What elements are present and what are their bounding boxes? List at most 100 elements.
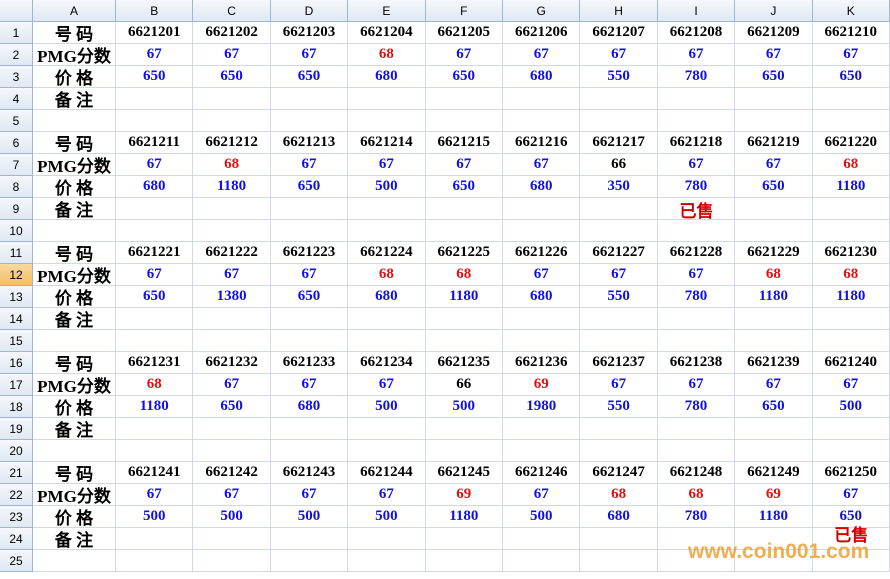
cell[interactable]: [503, 418, 581, 440]
cell[interactable]: [812, 308, 890, 330]
cell[interactable]: [735, 220, 813, 242]
cell[interactable]: [812, 88, 890, 110]
column-header[interactable]: F: [425, 0, 503, 22]
cell[interactable]: [812, 110, 890, 132]
cell[interactable]: [580, 198, 658, 220]
cell[interactable]: [348, 220, 426, 242]
cell[interactable]: [33, 440, 116, 462]
cell[interactable]: [425, 330, 503, 352]
cell[interactable]: [270, 418, 349, 440]
row-header[interactable]: 1: [0, 22, 33, 44]
row-header[interactable]: 22: [0, 484, 33, 506]
cell[interactable]: [503, 110, 581, 132]
cell[interactable]: [503, 440, 581, 462]
cell[interactable]: [348, 528, 426, 550]
row-header[interactable]: 16: [0, 352, 33, 374]
row-header[interactable]: 2: [0, 44, 33, 66]
cell[interactable]: [348, 330, 426, 352]
cell[interactable]: [270, 330, 349, 352]
cell[interactable]: [116, 110, 194, 132]
cell[interactable]: [812, 440, 890, 462]
cell[interactable]: [116, 308, 194, 330]
cell[interactable]: [503, 88, 581, 110]
cell[interactable]: [735, 88, 813, 110]
cell[interactable]: [580, 308, 658, 330]
cell[interactable]: [503, 550, 581, 572]
cell[interactable]: [657, 198, 736, 220]
cell[interactable]: [735, 528, 813, 550]
cell[interactable]: [348, 88, 426, 110]
cell[interactable]: [425, 528, 503, 550]
cell[interactable]: [735, 440, 813, 462]
row-header[interactable]: 11: [0, 242, 33, 264]
cell[interactable]: [503, 220, 581, 242]
cell[interactable]: [116, 330, 194, 352]
cell[interactable]: [193, 110, 271, 132]
column-header[interactable]: A: [33, 0, 116, 22]
cell[interactable]: [425, 440, 503, 462]
row-header[interactable]: 9: [0, 198, 33, 220]
cell[interactable]: [657, 418, 736, 440]
cell[interactable]: [812, 418, 890, 440]
cell[interactable]: [348, 418, 426, 440]
cell[interactable]: [425, 198, 503, 220]
cell[interactable]: [193, 308, 271, 330]
cell[interactable]: [116, 198, 194, 220]
cell[interactable]: [812, 550, 890, 572]
row-header[interactable]: 5: [0, 110, 33, 132]
cell[interactable]: [348, 110, 426, 132]
cell[interactable]: [116, 550, 194, 572]
cell[interactable]: [193, 528, 271, 550]
cell[interactable]: [348, 440, 426, 462]
column-header[interactable]: I: [657, 0, 736, 22]
cell[interactable]: [270, 528, 349, 550]
cell[interactable]: [116, 220, 194, 242]
row-header[interactable]: 13: [0, 286, 33, 308]
row-header[interactable]: 19: [0, 418, 33, 440]
row-header[interactable]: 14: [0, 308, 33, 330]
cell[interactable]: [503, 528, 581, 550]
cell[interactable]: [116, 418, 194, 440]
cell[interactable]: [425, 220, 503, 242]
cell[interactable]: [425, 308, 503, 330]
cell[interactable]: [33, 110, 116, 132]
row-header[interactable]: 25: [0, 550, 33, 572]
cell[interactable]: [812, 330, 890, 352]
cell[interactable]: [503, 330, 581, 352]
column-header[interactable]: H: [580, 0, 658, 22]
cell[interactable]: [116, 88, 194, 110]
column-header[interactable]: J: [735, 0, 813, 22]
row-header[interactable]: 3: [0, 66, 33, 88]
cell[interactable]: [193, 418, 271, 440]
cell[interactable]: [580, 550, 658, 572]
cell[interactable]: [812, 220, 890, 242]
cell[interactable]: [657, 550, 736, 572]
cell[interactable]: [348, 308, 426, 330]
cell[interactable]: [735, 418, 813, 440]
cell[interactable]: [425, 88, 503, 110]
row-header[interactable]: 17: [0, 374, 33, 396]
column-header[interactable]: B: [116, 0, 194, 22]
cell[interactable]: [580, 528, 658, 550]
cell[interactable]: [116, 528, 194, 550]
cell[interactable]: [270, 440, 349, 462]
cell[interactable]: [193, 198, 271, 220]
row-header[interactable]: 18: [0, 396, 33, 418]
cell[interactable]: [735, 198, 813, 220]
column-header[interactable]: E: [348, 0, 426, 22]
cell[interactable]: [425, 550, 503, 572]
row-header[interactable]: 8: [0, 176, 33, 198]
row-header[interactable]: 20: [0, 440, 33, 462]
cell[interactable]: [503, 308, 581, 330]
cell[interactable]: [812, 198, 890, 220]
cell[interactable]: [33, 220, 116, 242]
cell[interactable]: [116, 440, 194, 462]
row-header[interactable]: 24: [0, 528, 33, 550]
row-header[interactable]: 6: [0, 132, 33, 154]
row-header[interactable]: 21: [0, 462, 33, 484]
cell[interactable]: [735, 110, 813, 132]
column-header[interactable]: D: [270, 0, 349, 22]
cell[interactable]: [33, 330, 116, 352]
row-header[interactable]: 23: [0, 506, 33, 528]
column-header[interactable]: C: [193, 0, 271, 22]
